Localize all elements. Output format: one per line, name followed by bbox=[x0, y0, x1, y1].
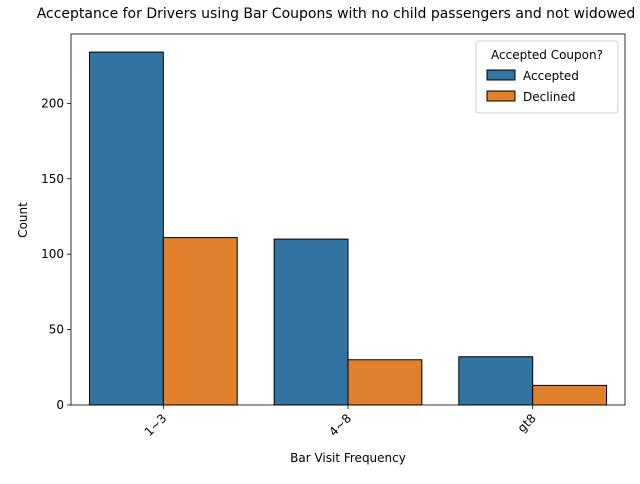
legend-label-declined: Declined bbox=[523, 90, 576, 104]
x-axis-label: Bar Visit Frequency bbox=[290, 451, 406, 465]
y-tick-label: 100 bbox=[41, 247, 64, 261]
legend: Accepted Coupon? Accepted Declined bbox=[475, 40, 619, 114]
y-tick-label: 200 bbox=[41, 96, 64, 110]
x-tick-label: 1~3 bbox=[142, 411, 170, 439]
bar-accepted-2 bbox=[458, 356, 534, 406]
bar-accepted-1 bbox=[273, 238, 349, 406]
y-tick-label: 150 bbox=[41, 172, 64, 186]
legend-swatch-accepted bbox=[486, 69, 516, 81]
y-axis: 0 50 100 150 200 bbox=[41, 96, 71, 412]
x-tick-label: gt8 bbox=[515, 411, 539, 435]
bar-declined-1 bbox=[347, 359, 423, 406]
y-tick-label: 50 bbox=[49, 323, 64, 337]
x-axis: 1~3 4~8 gt8 bbox=[142, 405, 539, 439]
legend-swatch-declined bbox=[486, 90, 516, 102]
bars-layer bbox=[88, 51, 608, 406]
x-tick-label: 4~8 bbox=[326, 411, 354, 439]
y-tick-label: 0 bbox=[56, 398, 64, 412]
plot-frame bbox=[70, 33, 626, 406]
legend-label-accepted: Accepted bbox=[523, 69, 579, 83]
legend-title: Accepted Coupon? bbox=[491, 48, 603, 62]
chart-title: Acceptance for Drivers using Bar Coupons… bbox=[37, 6, 636, 22]
legend-entries: Accepted Declined bbox=[486, 69, 579, 104]
y-axis-label: Count bbox=[16, 202, 30, 238]
bar-accepted-0 bbox=[88, 51, 164, 406]
bar-declined-0 bbox=[162, 237, 238, 406]
bar-declined-2 bbox=[532, 384, 608, 406]
